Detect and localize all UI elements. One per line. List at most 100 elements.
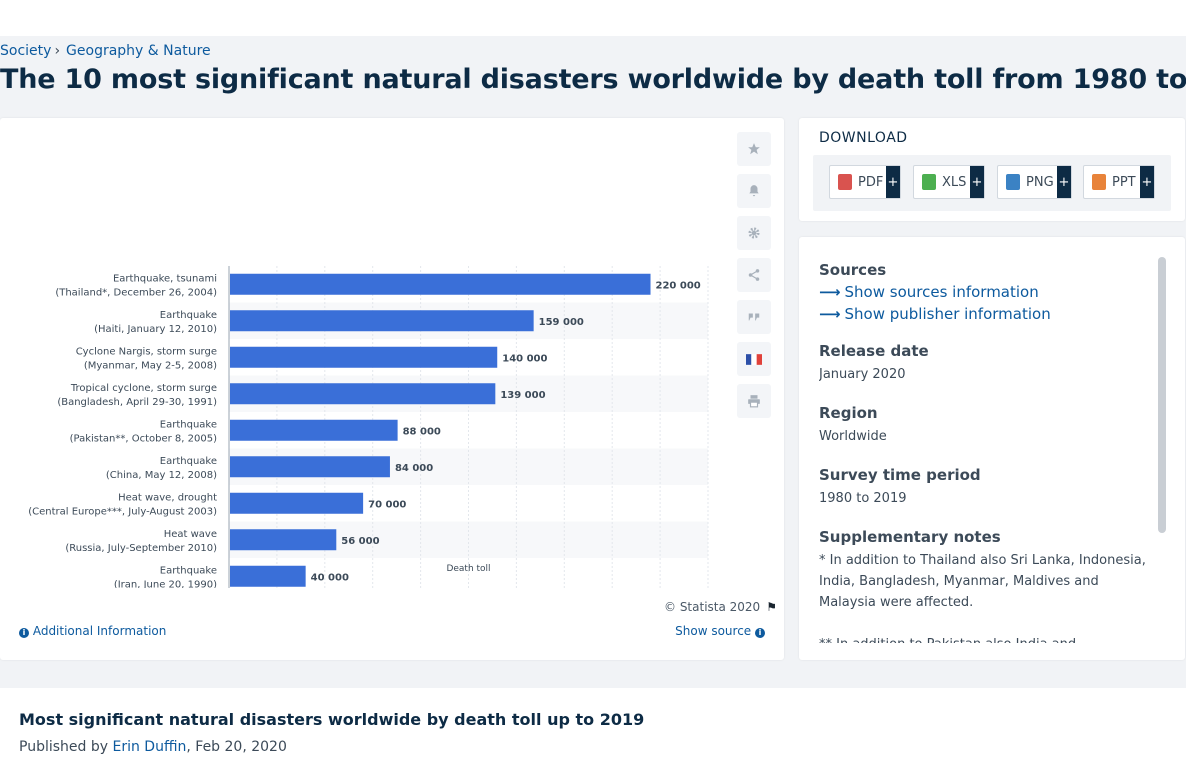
published-date: , Feb 20, 2020 xyxy=(186,739,287,755)
plus-icon[interactable]: + xyxy=(1140,166,1154,198)
plus-icon[interactable]: + xyxy=(970,166,984,198)
published-prefix: Published by xyxy=(19,739,109,755)
quote-icon xyxy=(748,313,760,321)
settings-button[interactable] xyxy=(737,216,771,250)
category-sublabel: (Iran, June 20, 1990) xyxy=(114,579,217,588)
download-ppt-button[interactable]: PPT + xyxy=(1083,165,1155,199)
pdf-file-icon xyxy=(838,174,852,190)
print-button[interactable] xyxy=(737,384,771,418)
statistic-details-panel: Sources ⟶ Show sources information ⟶ Show … xyxy=(799,237,1185,660)
bar xyxy=(230,419,398,441)
data-label: 56 000 xyxy=(341,536,379,547)
show-sources-link[interactable]: ⟶ Show sources information xyxy=(819,283,1149,301)
arrow-right-icon: ⟶ xyxy=(819,305,841,323)
download-ppt-label: PPT xyxy=(1112,174,1136,190)
show-publisher-link[interactable]: ⟶ Show publisher information xyxy=(819,305,1149,323)
plus-icon[interactable]: + xyxy=(1057,166,1071,198)
region-value: Worldwide xyxy=(819,429,887,444)
bar xyxy=(230,456,390,478)
category-label: Earthquake, tsunami xyxy=(113,273,217,284)
category-sublabel: (Pakistan**, October 8, 2005) xyxy=(70,433,218,444)
sources-label: Sources xyxy=(819,261,887,279)
note-spacer xyxy=(819,613,1149,634)
star-icon xyxy=(748,143,760,155)
bar xyxy=(230,565,306,587)
show-source-link[interactable]: Show source i xyxy=(675,624,765,638)
data-label: 139 000 xyxy=(500,390,545,401)
cite-button[interactable] xyxy=(737,300,771,334)
category-sublabel: (Thailand*, December 26, 2004) xyxy=(55,287,217,298)
release-date-label: Release date xyxy=(819,342,929,360)
bar xyxy=(230,346,498,368)
notification-button[interactable] xyxy=(737,174,771,208)
arrow-right-icon: ⟶ xyxy=(819,283,841,301)
category-label: Earthquake xyxy=(160,456,217,467)
bar xyxy=(230,529,337,551)
share-button[interactable] xyxy=(737,258,771,292)
category-sublabel: (Myanmar, May 2-5, 2008) xyxy=(84,360,217,371)
breadcrumb-geography-nature[interactable]: Geography & Nature xyxy=(66,43,211,59)
survey-period-label: Survey time period xyxy=(819,466,981,484)
chart-card: 220 000 Earthquake, tsunami (Thailand*, De… xyxy=(0,118,784,660)
download-pdf-label: PDF xyxy=(858,174,884,190)
copyright-text: © Statista 2020 xyxy=(664,600,761,614)
breadcrumb-separator: › xyxy=(54,43,61,59)
additional-information-label: Additional Information xyxy=(32,624,167,638)
plus-icon[interactable]: + xyxy=(886,166,900,198)
category-label: Earthquake xyxy=(160,565,217,576)
region-label: Region xyxy=(819,404,878,422)
flag-icon[interactable]: ⚑ xyxy=(766,600,777,614)
show-publisher-label: Show publisher information xyxy=(844,305,1051,323)
data-label: 159 000 xyxy=(539,317,584,328)
download-xls-label: XLS xyxy=(942,174,967,190)
breadcrumb-society[interactable]: Society xyxy=(0,43,52,59)
category-sublabel: (China, May 12, 2008) xyxy=(106,470,217,481)
page-title: The 10 most significant natural disaster… xyxy=(0,64,1186,95)
bell-icon xyxy=(749,185,759,197)
published-by: Published by Erin Duffin, Feb 20, 2020 xyxy=(19,739,287,755)
top-navigation-bar xyxy=(0,0,1186,36)
x-axis-title: Death toll xyxy=(446,564,490,574)
category-label: Earthquake xyxy=(160,419,217,430)
category-sublabel: (Russia, July-September 2010) xyxy=(65,543,217,554)
category-label: Cyclone Nargis, storm surge xyxy=(76,346,217,357)
data-label: 220 000 xyxy=(656,280,701,291)
chart-toolbar xyxy=(737,132,771,426)
download-buttons: PDF + XLS + PNG + PPT + xyxy=(813,155,1171,211)
additional-information-link[interactable]: i Additional Information xyxy=(19,624,166,638)
data-label: 84 000 xyxy=(395,463,433,474)
download-png-label: PNG xyxy=(1026,174,1054,190)
category-sublabel: (Bangladesh, April 29-30, 1991) xyxy=(57,397,217,408)
breadcrumb: Society › Geography & Nature xyxy=(0,43,211,59)
show-sources-label: Show sources information xyxy=(844,283,1039,301)
png-file-icon xyxy=(1006,174,1020,190)
share-icon xyxy=(748,269,760,281)
download-png-button[interactable]: PNG + xyxy=(997,165,1072,199)
data-label: 88 000 xyxy=(403,426,441,437)
bar xyxy=(230,273,651,295)
bar xyxy=(230,383,496,405)
category-label: Earthquake xyxy=(160,310,217,321)
copyright-notice: © Statista 2020 ⚑ xyxy=(664,600,777,614)
download-xls-button[interactable]: XLS + xyxy=(913,165,985,199)
supplementary-note-1: * In addition to Thailand also Sri Lanka… xyxy=(819,553,1146,610)
release-date-value: January 2020 xyxy=(819,367,906,382)
author-link[interactable]: Erin Duffin xyxy=(112,739,187,755)
xls-file-icon xyxy=(922,174,936,190)
details-scrollbar[interactable] xyxy=(1158,257,1166,533)
bar-chart: 220 000 Earthquake, tsunami (Thailand*, De… xyxy=(28,266,709,588)
favorite-button[interactable] xyxy=(737,132,771,166)
details-scroll-area[interactable]: Sources ⟶ Show sources information ⟶ Show … xyxy=(819,261,1149,643)
gear-icon xyxy=(748,227,760,239)
category-label: Tropical cyclone, storm surge xyxy=(70,383,217,394)
french-flag-icon xyxy=(746,353,762,365)
language-button[interactable] xyxy=(737,342,771,376)
category-label: Heat wave, drought xyxy=(118,492,217,503)
category-sublabel: (Central Europe***, July-August 2003) xyxy=(28,506,217,517)
data-label: 70 000 xyxy=(368,499,406,510)
statistic-title: Most significant natural disasters world… xyxy=(19,710,645,729)
bar xyxy=(230,492,364,514)
statistic-summary: Most significant natural disasters world… xyxy=(0,688,1186,760)
download-pdf-button[interactable]: PDF + xyxy=(829,165,901,199)
download-title: DOWNLOAD xyxy=(819,130,908,146)
